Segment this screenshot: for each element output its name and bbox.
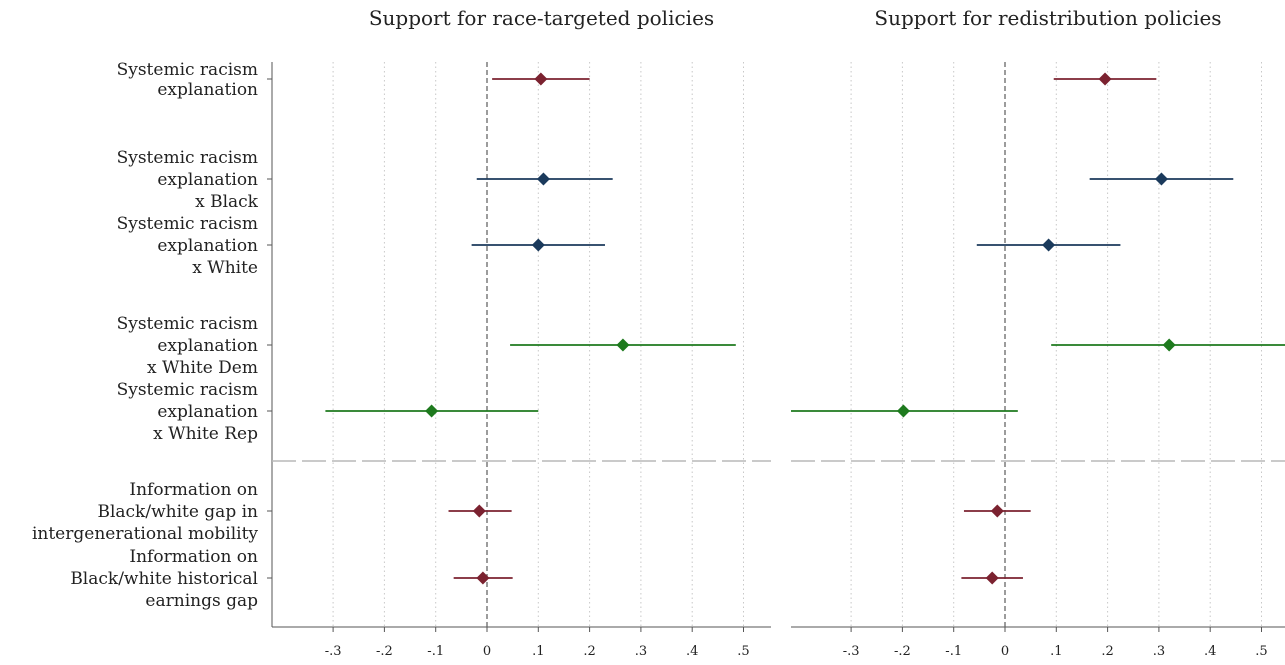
x-tick-label: .4 <box>686 644 698 659</box>
row-label-line: Black/white historical <box>70 569 258 589</box>
row-label-line: x White <box>192 258 258 278</box>
x-tick-label: .5 <box>737 644 749 659</box>
row-label-line: explanation <box>157 170 258 190</box>
row-label-line: explanation <box>157 336 258 356</box>
x-tick-label: -.2 <box>376 644 393 659</box>
point-estimate <box>616 338 630 352</box>
panel-title: Support for race-targeted policies <box>369 6 714 30</box>
point-estimate <box>531 238 545 252</box>
x-tick-label: .3 <box>635 644 647 659</box>
x-tick-label: -.1 <box>945 644 962 659</box>
x-tick-label: .3 <box>1153 644 1165 659</box>
row-label-line: earnings gap <box>145 591 258 611</box>
x-tick-label: .2 <box>583 644 595 659</box>
point-estimate <box>472 504 486 518</box>
point-estimate <box>425 404 439 418</box>
point-estimate <box>476 571 490 585</box>
point-estimate <box>536 172 550 186</box>
point-estimate <box>1042 238 1056 252</box>
x-tick-label: .1 <box>532 644 544 659</box>
x-tick-label: -.3 <box>843 644 860 659</box>
row-label-line: explanation <box>157 402 258 422</box>
point-estimate <box>985 571 999 585</box>
point-estimate <box>1162 338 1176 352</box>
panel-title: Support for redistribution policies <box>874 6 1221 30</box>
row-label-line: x White Dem <box>147 358 258 378</box>
point-estimate <box>896 404 910 418</box>
point-estimate <box>1154 172 1168 186</box>
x-tick-label: .1 <box>1050 644 1062 659</box>
x-tick-label: -.2 <box>894 644 911 659</box>
point-estimate <box>990 504 1004 518</box>
panel-1: Support for race-targeted policies -.3 -.2… <box>267 6 771 659</box>
x-tick-label: 0 <box>1001 644 1009 659</box>
panel-2: Support for redistribution policies -.3 -.… <box>791 6 1285 659</box>
row-label-line: Systemic racism <box>117 60 258 80</box>
row-label-line: Information on <box>129 480 258 500</box>
row-label-line: Information on <box>129 547 258 567</box>
point-estimate <box>1098 72 1112 86</box>
row-label-line: explanation <box>157 80 258 100</box>
x-tick-label: -.3 <box>325 644 342 659</box>
row-label-line: x Black <box>195 192 259 212</box>
x-tick-label: .2 <box>1101 644 1113 659</box>
row-label-line: x White Rep <box>153 424 258 444</box>
row-label-line: intergenerational mobility <box>32 524 258 544</box>
row-label-line: Systemic racism <box>117 148 258 168</box>
row-label-line: Systemic racism <box>117 214 258 234</box>
row-label-line: explanation <box>157 236 258 256</box>
x-tick-label: 0 <box>483 644 491 659</box>
x-tick-label: .4 <box>1204 644 1216 659</box>
row-label-line: Systemic racism <box>117 314 258 334</box>
x-tick-label: .5 <box>1255 644 1267 659</box>
row-label-line: Black/white gap in <box>97 502 258 522</box>
x-tick-label: -.1 <box>427 644 444 659</box>
row-label-line: Systemic racism <box>117 380 258 400</box>
point-estimate <box>534 72 548 86</box>
